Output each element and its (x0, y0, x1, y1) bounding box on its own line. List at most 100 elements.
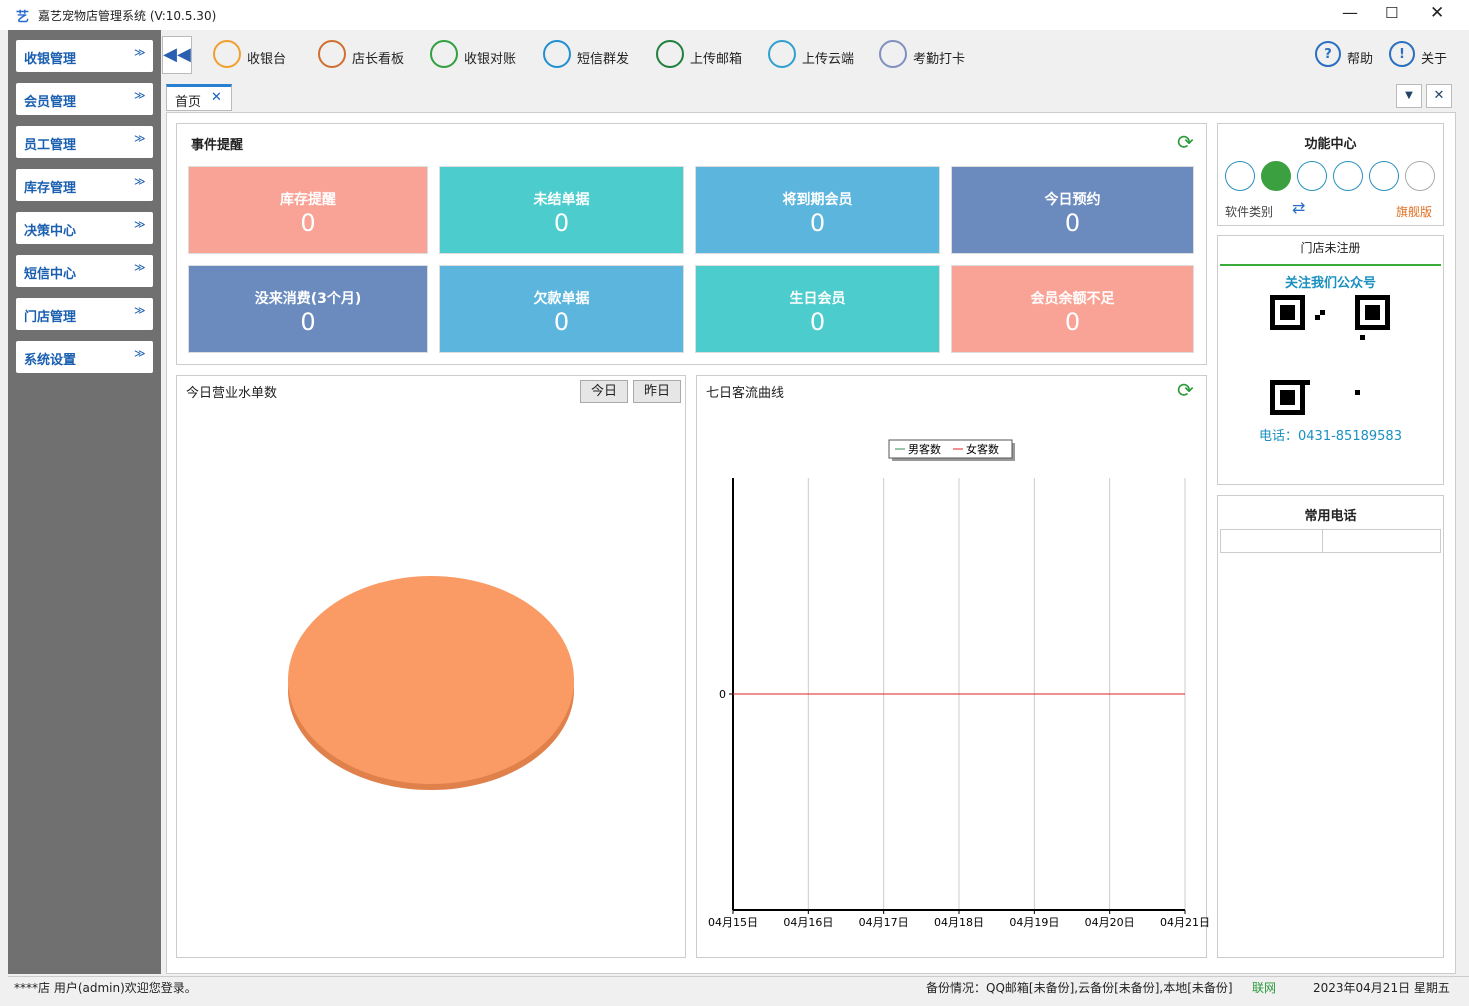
sidebar-label: 短信中心 (24, 267, 77, 282)
card-label: 没来消费(3个月) (254, 291, 362, 307)
toolbar-button[interactable]: 考勤打卡 (879, 38, 984, 72)
toolbar-label: 短信群发 (577, 52, 630, 67)
toolbar-icon (656, 40, 684, 68)
toolbar-icon (768, 40, 796, 68)
card-value: 0 (553, 308, 570, 336)
datetime: 2023年04月21日 星期五 (1313, 981, 1450, 995)
expand-icon: ≫ (134, 304, 146, 317)
toolbar-button[interactable]: 短信群发 (543, 38, 648, 72)
toolbar-icon (543, 40, 571, 68)
tab-close[interactable]: ✕ (211, 90, 222, 105)
switch-icon[interactable]: ⇄ (1292, 198, 1306, 217)
event-card[interactable]: 将到期会员 0 (695, 166, 940, 254)
help-icon: ! (1389, 41, 1415, 67)
toolbar-button[interactable]: 上传邮箱 (656, 38, 761, 72)
expand-icon: ≫ (134, 46, 146, 59)
event-card[interactable]: 未结单据 0 (439, 166, 684, 254)
sidebar-label: 系统设置 (24, 353, 77, 368)
card-label: 未结单据 (533, 192, 590, 208)
function-icon[interactable] (1333, 161, 1363, 191)
line-panel: 七日客流曲线 ⟳ (696, 375, 1207, 958)
toolbar-label: 上传邮箱 (690, 52, 743, 67)
refresh[interactable]: ⟳ (1177, 378, 1194, 402)
toolbar-button[interactable]: ! 关于 (1389, 40, 1455, 72)
refresh[interactable]: ⟳ (1177, 130, 1194, 154)
day-button[interactable]: 今日 (580, 380, 628, 403)
event-card[interactable]: 今日预约 0 (951, 166, 1194, 254)
sidebar-label: 决策中心 (24, 224, 77, 239)
phones-panel: 常用电话 (1217, 495, 1444, 958)
phones-header (1220, 529, 1441, 553)
function-icon[interactable] (1297, 161, 1327, 191)
store-panel: 门店未注册 关注我们公众号 电话：0431-85189583 (1217, 235, 1444, 485)
welcome: ****店 用户(admin)欢迎您登录。 (14, 981, 197, 995)
maximize[interactable]: ☐ (1385, 4, 1399, 22)
expand-icon: ≫ (134, 218, 146, 231)
sidebar-item[interactable]: 门店管理 ≫ (16, 298, 153, 330)
tab-label: 首页 (175, 95, 202, 110)
toolbar-label: 考勤打卡 (913, 52, 966, 67)
network: 联网 (1252, 981, 1277, 995)
window-title: 嘉艺宠物店管理系统 (V:10.5.30) (38, 9, 217, 23)
function-icon[interactable] (1261, 161, 1291, 191)
tab[interactable]: 首页 ✕ (166, 84, 232, 111)
status-bar: ****店 用户(admin)欢迎您登录。 备份情况：QQ邮箱[未备份],云备份… (8, 976, 1469, 996)
toolbar-icon (879, 40, 907, 68)
toolbar-button[interactable]: ? 帮助 (1315, 40, 1381, 72)
app-icon: 艺 (16, 10, 30, 25)
card-value: 0 (300, 209, 316, 237)
card-label: 会员余额不足 (1030, 291, 1115, 307)
card-label: 生日会员 (789, 291, 846, 307)
tab-close-all[interactable]: ✕ (1426, 84, 1452, 108)
sidebar-item[interactable]: 库存管理 ≫ (16, 169, 153, 201)
card-value: 0 (809, 209, 826, 237)
collapse-button[interactable]: ◀◀ (162, 36, 192, 74)
sidebar-item[interactable]: 决策中心 ≫ (16, 212, 153, 244)
card-label: 库存提醒 (280, 192, 336, 208)
minimize[interactable]: — (1342, 3, 1358, 22)
toolbar-icon (213, 40, 241, 68)
edition: 旗舰版 (1396, 205, 1433, 219)
sidebar-label: 门店管理 (24, 310, 77, 325)
day-button[interactable]: 昨日 (633, 380, 681, 403)
toolbar-label: 上传云端 (802, 52, 855, 67)
card-value: 0 (1064, 209, 1081, 237)
toolbar-label: 帮助 (1347, 52, 1374, 67)
card-label: 将到期会员 (782, 192, 853, 208)
event-card[interactable]: 生日会员 0 (695, 265, 940, 353)
function-icon[interactable] (1225, 161, 1255, 191)
event-card[interactable]: 欠款单据 0 (439, 265, 684, 353)
function-title: 功能中心 (1304, 137, 1357, 152)
event-card[interactable]: 库存提醒 0 (188, 166, 428, 254)
line-title: 七日客流曲线 (706, 386, 785, 401)
event-card[interactable]: 会员余额不足 0 (951, 265, 1194, 353)
toolbar-label: 关于 (1421, 52, 1448, 67)
expand-icon: ≫ (134, 347, 146, 360)
card-label: 欠款单据 (533, 291, 590, 307)
toolbar-button[interactable]: 收银台 (213, 38, 318, 72)
follow-text: 关注我们公众号 (1284, 276, 1376, 291)
sidebar-item[interactable]: 系统设置 ≫ (16, 341, 153, 373)
event-card[interactable]: 没来消费(3个月) 0 (188, 265, 428, 353)
card-value: 0 (809, 308, 826, 336)
sidebar-item[interactable]: 短信中心 ≫ (16, 255, 153, 287)
function-icon[interactable] (1369, 161, 1399, 191)
tab-menu[interactable]: ▼ (1396, 84, 1422, 108)
title-bar: 艺 嘉艺宠物店管理系统 (V:10.5.30) — ☐ ✕ (0, 0, 1469, 30)
toolbar-button[interactable]: 店长看板 (318, 38, 423, 72)
sidebar-item[interactable]: 员工管理 ≫ (16, 126, 153, 158)
toolbar-button[interactable]: 收银对账 (430, 38, 535, 72)
toolbar-label: 店长看板 (352, 52, 405, 67)
toolbar-label: 收银对账 (464, 52, 517, 67)
function-icon[interactable] (1405, 161, 1435, 191)
sidebar-item[interactable]: 收银管理 ≫ (16, 40, 153, 72)
sidebar-label: 会员管理 (24, 95, 77, 110)
close[interactable]: ✕ (1430, 3, 1445, 23)
expand-icon: ≫ (134, 89, 146, 102)
expand-icon: ≫ (134, 261, 146, 274)
sidebar-item[interactable]: 会员管理 ≫ (16, 83, 153, 115)
pie-title: 今日营业水单数 (186, 386, 278, 401)
expand-icon: ≫ (134, 175, 146, 188)
toolbar-button[interactable]: 上传云端 (768, 38, 873, 72)
